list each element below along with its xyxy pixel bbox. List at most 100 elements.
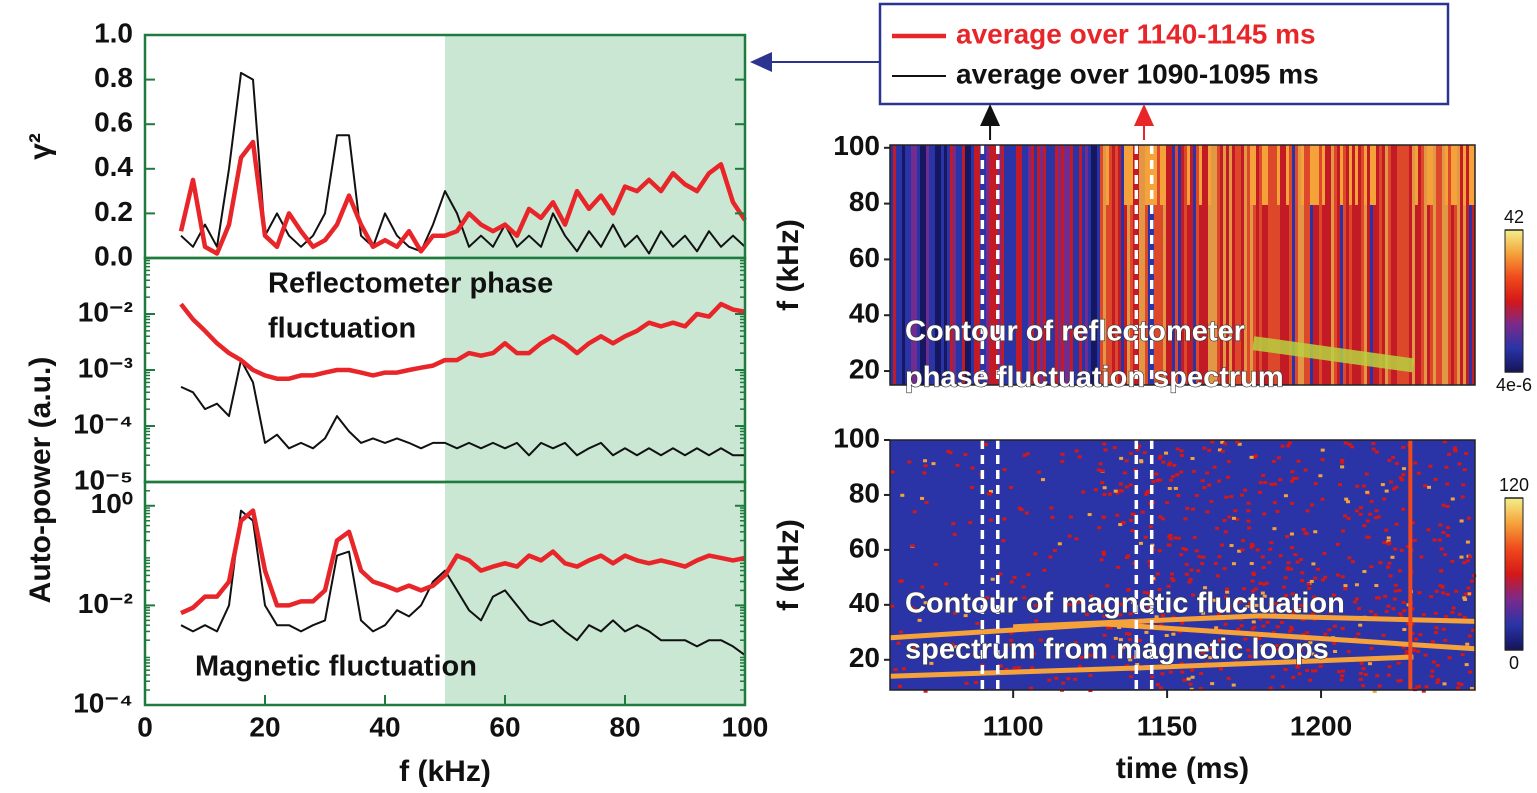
heatmap-texture: [951, 522, 956, 526]
heatmap-texture: [1414, 637, 1419, 641]
heatmap-texture: [1119, 489, 1124, 493]
heatmap-texture: [1313, 669, 1318, 673]
heatmap-texture: [1311, 562, 1316, 566]
heatmap-texture: [1113, 636, 1118, 640]
heatmap-texture: [1340, 145, 1343, 385]
x-axis-label: time (ms): [1116, 752, 1249, 785]
y-tick-label: 10⁻³: [78, 352, 133, 383]
heatmap-texture: [1441, 503, 1446, 507]
heatmap-texture: [1313, 530, 1318, 534]
heatmap-texture: [1275, 643, 1280, 647]
heatmap-texture: [1469, 145, 1472, 205]
heatmap-texture: [1128, 612, 1133, 616]
heatmap-texture: [953, 145, 956, 385]
heatmap-texture: [898, 684, 903, 688]
heatmap-texture: [1079, 655, 1084, 659]
heatmap-texture: [1181, 546, 1186, 550]
heatmap-texture: [926, 145, 929, 385]
heatmap-texture: [1286, 561, 1291, 565]
heatmap-texture: [1231, 562, 1236, 566]
heatmap-texture: [1250, 145, 1253, 385]
heatmap-texture: [1169, 145, 1172, 385]
heatmap-texture: [1301, 145, 1304, 385]
heatmap-texture: [1210, 440, 1215, 444]
heatmap-texture: [1386, 604, 1391, 608]
heatmap-texture: [923, 145, 926, 385]
heatmap-texture: [1264, 581, 1269, 585]
heatmap-texture: [1118, 523, 1123, 527]
heatmap-texture: [1355, 484, 1360, 488]
heatmap-texture: [1122, 471, 1127, 475]
heatmap-texture: [965, 608, 970, 612]
heatmap-texture: [1392, 597, 1397, 601]
heatmap-texture: [1350, 560, 1355, 564]
heatmap-texture: [1313, 145, 1316, 205]
heatmap-texture: [1205, 471, 1210, 475]
heatmap-texture: [1180, 670, 1185, 674]
heatmap-texture: [1040, 145, 1043, 385]
heatmap-texture: [1466, 516, 1471, 520]
heatmap-texture: [1187, 145, 1190, 385]
heatmap-texture: [977, 145, 980, 385]
heatmap-texture: [1176, 494, 1181, 498]
heatmap-texture: [1352, 145, 1355, 385]
heatmap-texture: [1398, 679, 1403, 683]
heatmap-texture: [1108, 626, 1113, 630]
heatmap-texture: [1402, 609, 1407, 613]
heatmap-texture: [1209, 499, 1214, 503]
heatmap-texture: [1144, 630, 1149, 634]
heatmap-texture: [968, 521, 973, 525]
heatmap-texture: [1077, 455, 1082, 459]
heatmap-texture: [1097, 145, 1100, 385]
heatmap-texture: [1358, 512, 1363, 516]
heatmap-texture: [1401, 473, 1406, 477]
heatmap-texture: [1386, 565, 1391, 569]
heatmap-texture: [1073, 145, 1076, 385]
heatmap-texture: [1371, 447, 1376, 451]
heatmap-texture: [1124, 459, 1129, 463]
heatmap-texture: [1469, 579, 1474, 583]
y-tick-label: 0.4: [94, 151, 133, 182]
heatmap-texture: [1391, 607, 1396, 611]
heatmap-texture: [1382, 145, 1385, 385]
heatmap-texture: [1009, 631, 1014, 635]
heatmap-texture: [1344, 497, 1349, 501]
heatmap-texture: [1299, 557, 1304, 561]
heatmap-texture: [1261, 624, 1266, 628]
heatmap-texture: [893, 668, 898, 672]
heatmap-texture: [1438, 584, 1443, 588]
heatmap-texture: [931, 462, 936, 466]
heatmap-texture: [1139, 460, 1144, 464]
heatmap-texture: [1189, 568, 1194, 572]
heatmap-texture: [1451, 606, 1456, 610]
heatmap-texture: [1031, 145, 1034, 385]
heatmap-texture: [1241, 145, 1244, 385]
heatmap-texture: [1319, 145, 1322, 385]
heatmap-texture: [1173, 536, 1178, 540]
heatmap-texture: [1268, 547, 1273, 551]
heatmap-texture: [1336, 670, 1341, 674]
heatmap-texture: [1157, 456, 1162, 460]
heatmap-texture: [938, 145, 941, 385]
heatmap-texture: [1250, 627, 1255, 631]
heatmap-texture: [1179, 553, 1184, 557]
heatmap-texture: [1250, 579, 1255, 583]
heatmap-texture: [1401, 601, 1406, 605]
heatmap-texture: [1341, 529, 1346, 533]
heatmap-texture: [1311, 595, 1316, 599]
heatmap-texture: [1036, 470, 1041, 474]
heatmap-texture: [1016, 666, 1021, 670]
heatmap-texture: [1354, 597, 1359, 601]
heatmap-texture: [1054, 676, 1059, 680]
heatmap-texture: [1450, 497, 1455, 501]
heatmap-texture: [1167, 543, 1172, 547]
heatmap-texture: [923, 689, 928, 693]
heatmap-texture: [1202, 486, 1207, 490]
heatmap-texture: [1133, 145, 1136, 385]
heatmap-texture: [1119, 647, 1124, 651]
heatmap-texture: [1176, 536, 1181, 540]
y-tick-label: 10⁻⁴: [73, 408, 133, 439]
heatmap-texture: [1130, 145, 1133, 385]
heatmap-texture: [1469, 145, 1472, 385]
heatmap-texture: [1290, 546, 1295, 550]
